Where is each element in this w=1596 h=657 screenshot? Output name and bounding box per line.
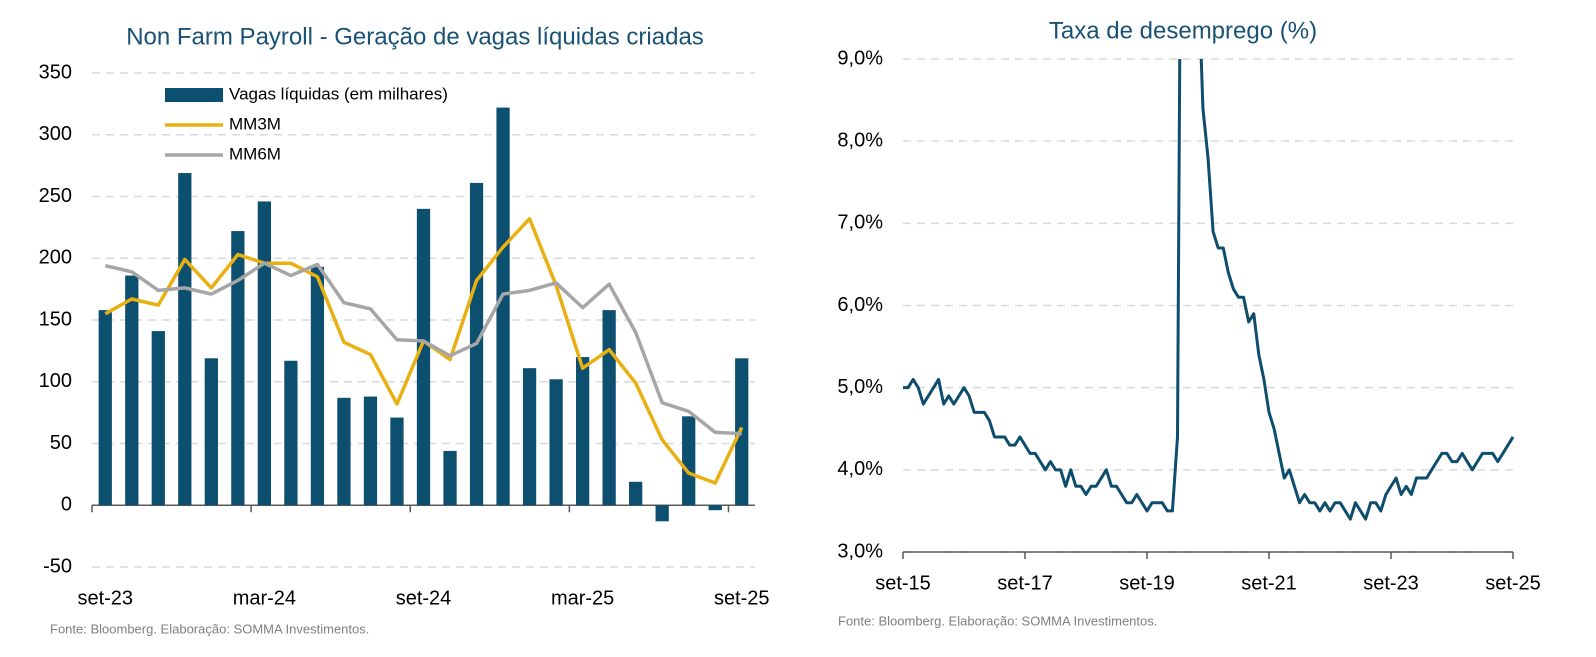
bar: [708, 505, 722, 511]
source: Fonte: Bloomberg. Elaboração: SOMMA Inve…: [50, 621, 369, 636]
chart-title: Non Farm Payroll - Geração de vagas líqu…: [126, 23, 704, 50]
x-tick-label: set-17: [997, 572, 1053, 594]
bar: [443, 450, 457, 506]
y-tick-label: 4,0%: [837, 458, 883, 480]
bar: [629, 481, 643, 506]
y-tick-label: 300: [39, 123, 72, 145]
bar: [125, 275, 139, 506]
bar: [390, 417, 404, 506]
bar: [204, 358, 218, 506]
y-tick-label: 100: [39, 370, 72, 392]
y-tick-label: 8,0%: [837, 129, 883, 151]
x-tick-label: set-15: [875, 572, 931, 594]
y-tick-label: 200: [39, 247, 72, 269]
y-tick-label: 9,0%: [837, 47, 883, 69]
bar: [337, 397, 351, 506]
bar: [549, 379, 563, 506]
y-tick-label: 7,0%: [837, 212, 883, 234]
legend-label: MM3M: [229, 114, 281, 133]
x-tick-label: mar-24: [233, 587, 296, 609]
bar: [257, 201, 272, 506]
chart-title: Taxa de desemprego (%): [1049, 17, 1317, 44]
legend-swatch: [165, 88, 223, 102]
x-tick-label: set-23: [1363, 572, 1419, 594]
x-tick-label: set-23: [77, 587, 133, 609]
y-tick-label: 0: [61, 494, 72, 516]
source: Fonte: Bloomberg. Elaboração: SOMMA Inve…: [838, 613, 1157, 628]
bar: [682, 416, 696, 506]
bar: [231, 231, 245, 506]
x-tick-label: set-21: [1241, 572, 1297, 594]
y-tick-label: 6,0%: [837, 294, 883, 316]
bar: [310, 266, 325, 506]
bar: [602, 310, 616, 506]
x-tick-label: set-24: [396, 587, 452, 609]
x-tick-label: mar-25: [551, 587, 614, 609]
bar: [496, 107, 510, 506]
x-tick-label: set-25: [714, 587, 770, 609]
bar: [522, 368, 537, 506]
bar: [416, 208, 431, 506]
legend-label: Vagas líquidas (em milhares): [229, 84, 448, 103]
y-tick-label: 5,0%: [837, 376, 883, 398]
bar: [178, 173, 192, 506]
bar: [151, 331, 165, 506]
bar: [98, 310, 112, 506]
y-tick-label: 50: [50, 432, 72, 454]
y-tick-label: 250: [39, 185, 72, 207]
line: [104, 261, 742, 436]
legend-label: MM6M: [229, 144, 281, 163]
x-tick-label: set-19: [1119, 572, 1175, 594]
bar: [284, 360, 298, 506]
line: [903, 59, 1515, 521]
bar: [363, 396, 378, 506]
x-tick-label: set-25: [1485, 572, 1541, 594]
y-tick-label: 150: [39, 308, 72, 330]
bar: [655, 505, 669, 522]
bar: [575, 357, 590, 506]
bar: [735, 358, 749, 506]
y-tick-label: 3,0%: [837, 540, 883, 562]
y-tick-label: -50: [43, 555, 72, 577]
y-tick-label: 350: [39, 61, 72, 83]
